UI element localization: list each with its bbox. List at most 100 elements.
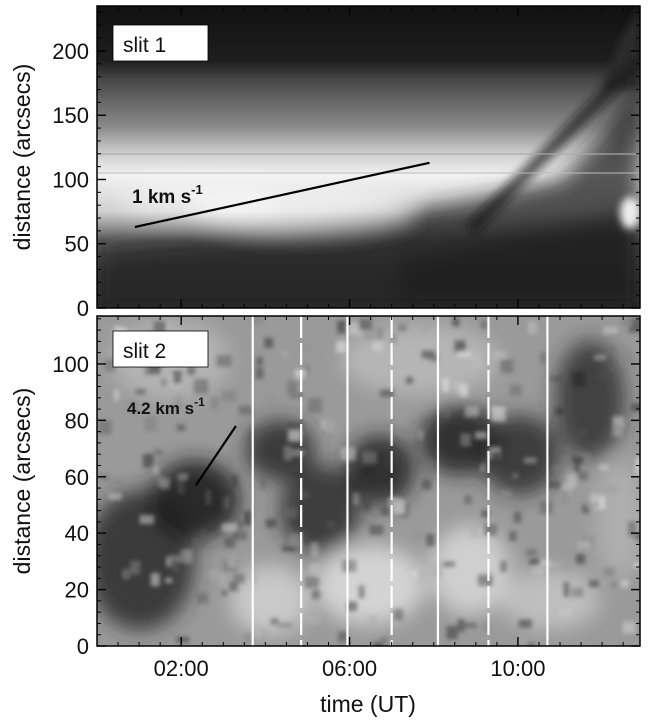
speckle-cell: [365, 325, 378, 338]
slit2-y-tick-labels: 0 20 40 60 80 100: [52, 352, 89, 659]
speckle-cell: [159, 477, 170, 489]
speckle-cell: [536, 560, 551, 566]
speckle-cell: [347, 322, 362, 335]
speckle-cell: [635, 457, 640, 471]
slit2-vertical-markers: [251, 316, 549, 646]
speckle-cell: [634, 533, 640, 541]
speckle-cell: [104, 358, 115, 372]
speckle-cell: [172, 564, 179, 572]
speckle-cell: [169, 554, 185, 563]
speckle-cell: [255, 367, 264, 379]
speckle-cell: [174, 396, 183, 410]
speckle-cell: [306, 615, 321, 625]
y-tick-label: 20: [65, 578, 89, 603]
speckle-cell: [232, 530, 247, 541]
speckle-cell: [465, 406, 479, 417]
speckle-cell: [621, 579, 629, 588]
speckle-cell: [135, 389, 146, 395]
speckle-cell: [491, 451, 501, 459]
speckle-cell: [549, 375, 563, 382]
speckle-cell: [150, 573, 160, 587]
x-tick-label: 10:00: [490, 656, 545, 681]
speckle-cell: [576, 554, 585, 564]
speckle-cell: [337, 320, 347, 334]
speckle-cell: [324, 418, 335, 433]
speckle-cell: [224, 537, 236, 548]
speckle-cell: [254, 520, 265, 529]
speckle-cell: [361, 467, 373, 474]
speckle-cell: [277, 622, 292, 628]
speckle-cell: [127, 400, 139, 411]
speckle-cell: [176, 424, 186, 431]
speckle-cell: [555, 408, 564, 415]
speckle-cell: [417, 429, 424, 440]
speckle-cell: [310, 542, 319, 557]
speckle-cell: [464, 622, 477, 628]
speckle-cell: [303, 345, 311, 351]
speckle-cell: [446, 625, 458, 640]
speckle-cell: [593, 495, 606, 510]
speckle-cell: [509, 531, 517, 541]
speckle-cell: [470, 523, 479, 538]
speckle-cell: [367, 615, 378, 630]
y-tick-label: 80: [65, 408, 89, 433]
speckle-cell: [112, 480, 124, 486]
speckle-cell: [406, 377, 413, 384]
speckle-cell: [239, 405, 254, 415]
speckle-cell: [144, 416, 157, 432]
speckle-cell: [129, 560, 141, 575]
speckle-cell: [517, 635, 528, 646]
slit1-image: [97, 6, 640, 308]
speckle-cell: [398, 324, 407, 332]
speckle-cell: [628, 521, 636, 536]
y-tick-label: 0: [77, 296, 89, 321]
speckle-cell: [164, 577, 173, 583]
speckle-cell: [236, 520, 242, 528]
speckle-cell: [518, 619, 532, 628]
speckle-cell: [604, 567, 615, 577]
slit1-y-axis-title: distance (arcsecs): [9, 64, 35, 251]
y-tick-label: 200: [52, 39, 89, 64]
speckle-cell: [500, 561, 507, 572]
speckle-cell: [441, 378, 450, 393]
speckle-cell: [223, 496, 230, 510]
speckle-cell: [326, 521, 336, 529]
y-tick-label: 60: [65, 465, 89, 490]
speckle-cell: [270, 618, 279, 625]
speckle-cell: [153, 449, 163, 455]
slit1-plot-frame: [96, 5, 641, 309]
speckle-cell: [482, 621, 489, 632]
speckle-cell: [358, 319, 373, 331]
speckle-cell: [208, 569, 219, 580]
speckle-cell: [166, 556, 172, 567]
speckle-cell: [599, 464, 609, 471]
slit1-label: slit 1: [123, 34, 166, 57]
speckle-cell: [255, 629, 262, 638]
speckle-cell: [621, 318, 632, 327]
speckle-cell: [490, 406, 501, 422]
y-tick-label: 0: [77, 634, 89, 659]
speckle-cell: [605, 485, 618, 493]
speckle-cell: [567, 458, 573, 466]
slit2-y-axis-title: distance (arcsecs): [9, 388, 35, 575]
speckle-cell: [376, 327, 384, 340]
speckle-cell: [180, 549, 193, 563]
speckle-cell: [288, 421, 303, 434]
speckle-cell: [500, 359, 514, 374]
speckle-cell: [612, 424, 623, 437]
speckle-cell: [523, 457, 537, 464]
speckle-cell: [481, 320, 488, 329]
speckle-cell: [454, 340, 466, 354]
speckle-cell: [153, 321, 167, 334]
speckle-cell: [264, 396, 276, 404]
speckle-cell: [552, 464, 560, 473]
speckle-cell: [352, 436, 359, 445]
speckle-cell: [264, 337, 273, 348]
speckle-cell: [589, 580, 599, 587]
speckle-cell: [177, 479, 185, 494]
speckle-cell: [172, 369, 182, 384]
speckle-cell: [307, 398, 322, 413]
speckle-cell: [539, 501, 553, 514]
speckle-cell: [393, 608, 403, 621]
speckle-cell: [363, 501, 371, 511]
